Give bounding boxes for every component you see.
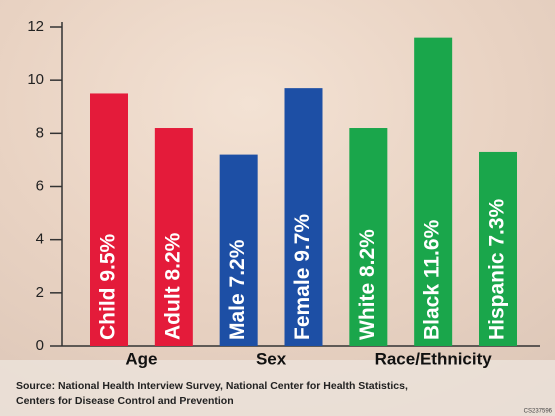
bar (414, 37, 453, 347)
bar-label: Female 9.7% (291, 214, 314, 340)
source-line-2: Centers for Disease Control and Preventi… (16, 395, 234, 407)
y-tick-label: 6 (36, 177, 44, 194)
bar-label: Black 11.6% (421, 219, 444, 340)
bar-label: Hispanic 7.3% (486, 198, 509, 340)
bar (154, 128, 193, 346)
bar-label: White 8.2% (356, 229, 379, 340)
bar (349, 128, 388, 346)
bar (90, 93, 128, 346)
image-code: CS237596 (524, 409, 553, 415)
bar-label: Adult 8.2% (161, 232, 184, 340)
footer-band (0, 360, 555, 416)
group-label: Age (125, 349, 157, 368)
bar (479, 151, 517, 346)
bar-label: Child 9.5% (97, 233, 120, 340)
source-line-1: Source: National Health Interview Survey… (16, 380, 408, 392)
group-label: Race/Ethnicity (375, 349, 493, 368)
y-tick-label: 2 (36, 284, 44, 301)
y-tick-label: 0 (36, 337, 44, 354)
bar (284, 88, 323, 347)
y-tick-label: 8 (36, 124, 44, 141)
group-label: Sex (256, 349, 287, 368)
y-tick-label: 10 (27, 71, 44, 88)
y-tick-label: 4 (36, 231, 44, 248)
bar (219, 154, 258, 346)
y-tick-label: 12 (27, 18, 44, 35)
bar-label: Male 7.2% (226, 239, 249, 340)
